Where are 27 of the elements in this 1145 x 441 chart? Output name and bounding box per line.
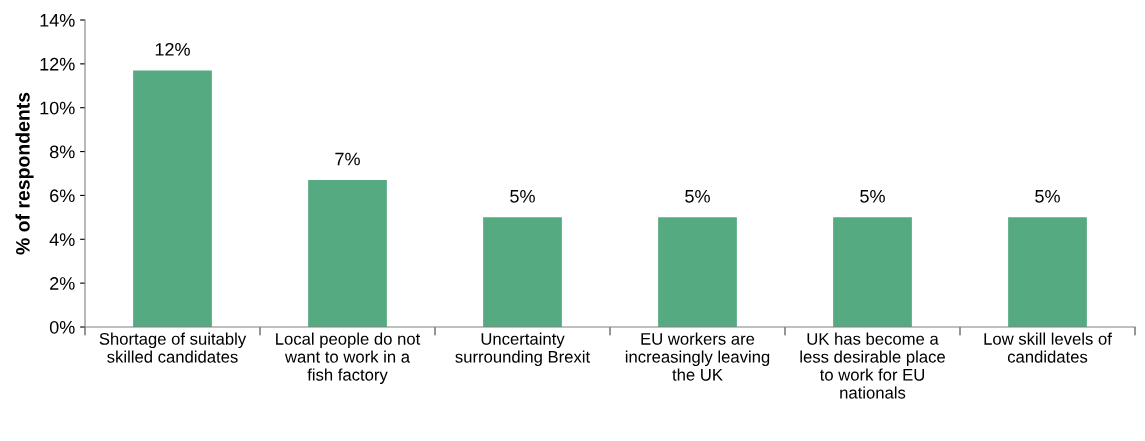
data-label: 5% <box>510 189 535 203</box>
bar <box>658 217 737 327</box>
y-tick-label: 14% <box>40 14 75 27</box>
data-label: 12% <box>155 42 190 56</box>
x-tick-label: Shortage of suitably skilled candidates <box>99 332 247 363</box>
x-tick-label: UK has become a less desirable place to work for EU nationals <box>800 332 945 399</box>
bar <box>308 180 387 327</box>
x-tick-label: Uncertainty surrounding Brexit <box>455 332 591 367</box>
y-axis-title: % of respondents <box>15 92 34 255</box>
y-tick-label: 12% <box>40 57 75 71</box>
y-tick-label: 0% <box>49 320 75 334</box>
y-tick-label: 4% <box>49 233 75 246</box>
data-label: 5% <box>1035 189 1060 203</box>
y-tick-label: 10% <box>40 101 75 115</box>
bar <box>833 217 912 327</box>
y-tick-label: 8% <box>49 145 75 159</box>
data-label: 5% <box>860 189 885 203</box>
data-label: 5% <box>685 189 710 203</box>
y-tick-label: 2% <box>50 277 75 290</box>
bar <box>483 217 562 327</box>
bar <box>1008 217 1087 327</box>
x-tick-label: Low skill levels of candidates <box>984 332 1112 363</box>
data-label: 7% <box>335 152 360 166</box>
x-tick-label: Local people do not want to work in a fish factory <box>276 332 421 384</box>
bar <box>133 70 212 327</box>
y-tick-label: 6% <box>50 189 75 203</box>
x-tick-label: EU workers are increasingly leaving the UK <box>625 332 770 381</box>
